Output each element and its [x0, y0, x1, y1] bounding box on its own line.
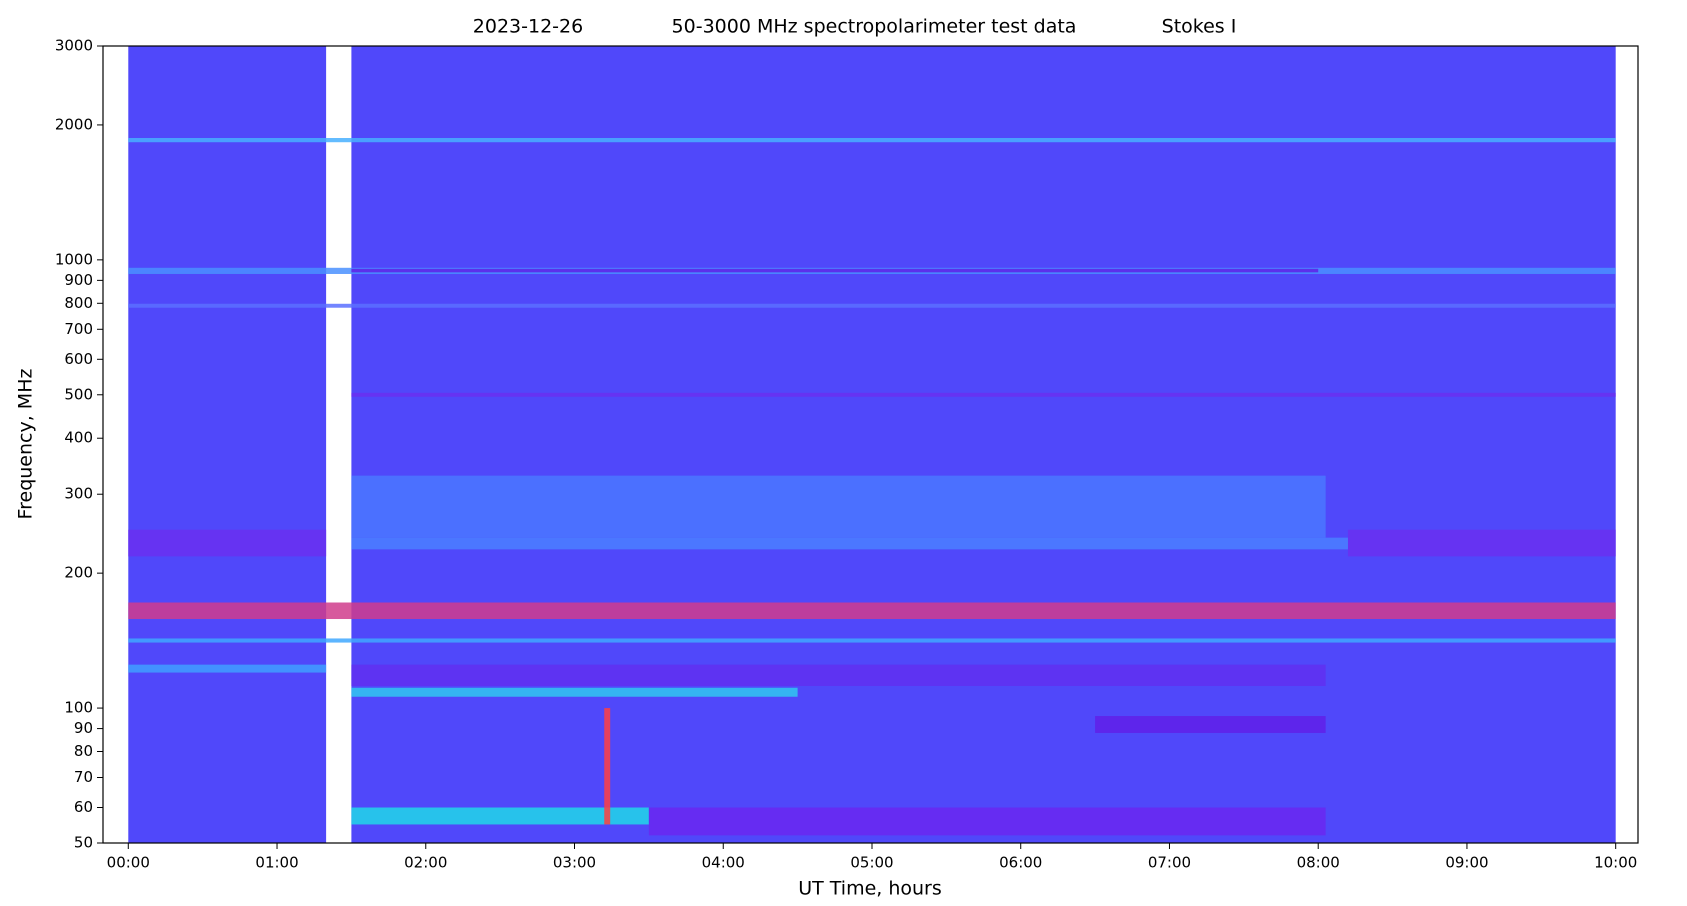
y-tick-label: 1000 [55, 250, 93, 268]
y-axis-label: Frequency, MHz [15, 369, 37, 520]
y-tick-label: 500 [64, 385, 93, 403]
y-tick-label: 60 [74, 798, 93, 816]
y-tick-label: 900 [64, 271, 93, 289]
spectral-band [1347, 529, 1616, 557]
y-tick-label: 3000 [55, 37, 93, 55]
spectral-band [351, 807, 649, 825]
spectral-band [604, 708, 611, 825]
spectral-band [128, 602, 1616, 620]
x-tick-label: 02:00 [404, 854, 447, 872]
y-tick-label: 200 [64, 564, 93, 582]
y-tick-label: 300 [64, 485, 93, 503]
y-tick-label: 400 [64, 429, 93, 447]
x-tick-label: 06:00 [999, 854, 1042, 872]
spectral-band [128, 664, 327, 673]
x-tick-label: 09:00 [1445, 854, 1488, 872]
x-tick-label: 10:00 [1594, 854, 1637, 872]
axes-frame [102, 45, 1639, 844]
y-tick-label: 70 [74, 768, 93, 786]
title-stokes: Stokes I [1162, 16, 1237, 38]
title-date: 2023-12-26 [473, 16, 583, 38]
spectral-band [351, 664, 1326, 687]
x-tick-label: 03:00 [553, 854, 596, 872]
plot-area [128, 46, 1616, 843]
y-tick-label: 700 [64, 320, 93, 338]
spectral-band [648, 807, 1326, 836]
data-segment [128, 46, 327, 843]
x-tick-label: 08:00 [1297, 854, 1340, 872]
data-segment [351, 46, 1616, 843]
title-main: 50-3000 MHz spectropolarimeter test data [672, 16, 1077, 38]
y-tick-label: 50 [74, 834, 93, 852]
x-tick-label: 04:00 [702, 854, 745, 872]
spectral-band [1095, 716, 1326, 733]
spectral-band [351, 268, 1319, 273]
y-tick-label: 80 [74, 742, 93, 760]
spectral-band [128, 303, 1616, 308]
spectral-band [128, 638, 1616, 643]
y-tick-label: 100 [64, 699, 93, 717]
spectral-band [128, 529, 327, 557]
x-tick-label: 01:00 [255, 854, 298, 872]
y-tick-label: 800 [64, 294, 93, 312]
x-tick-label: 05:00 [850, 854, 893, 872]
spectral-band [351, 537, 1348, 550]
spectral-band [351, 687, 798, 697]
y-tick-label: 90 [74, 719, 93, 737]
spectral-band [351, 475, 1326, 538]
x-tick-label: 07:00 [1148, 854, 1191, 872]
x-axis-label: UT Time, hours [798, 878, 942, 900]
spectral-band [351, 392, 1616, 397]
y-tick-label: 2000 [55, 115, 93, 133]
y-tick-label: 600 [64, 350, 93, 368]
spectral-band [128, 138, 1616, 143]
x-tick-label: 00:00 [107, 854, 150, 872]
